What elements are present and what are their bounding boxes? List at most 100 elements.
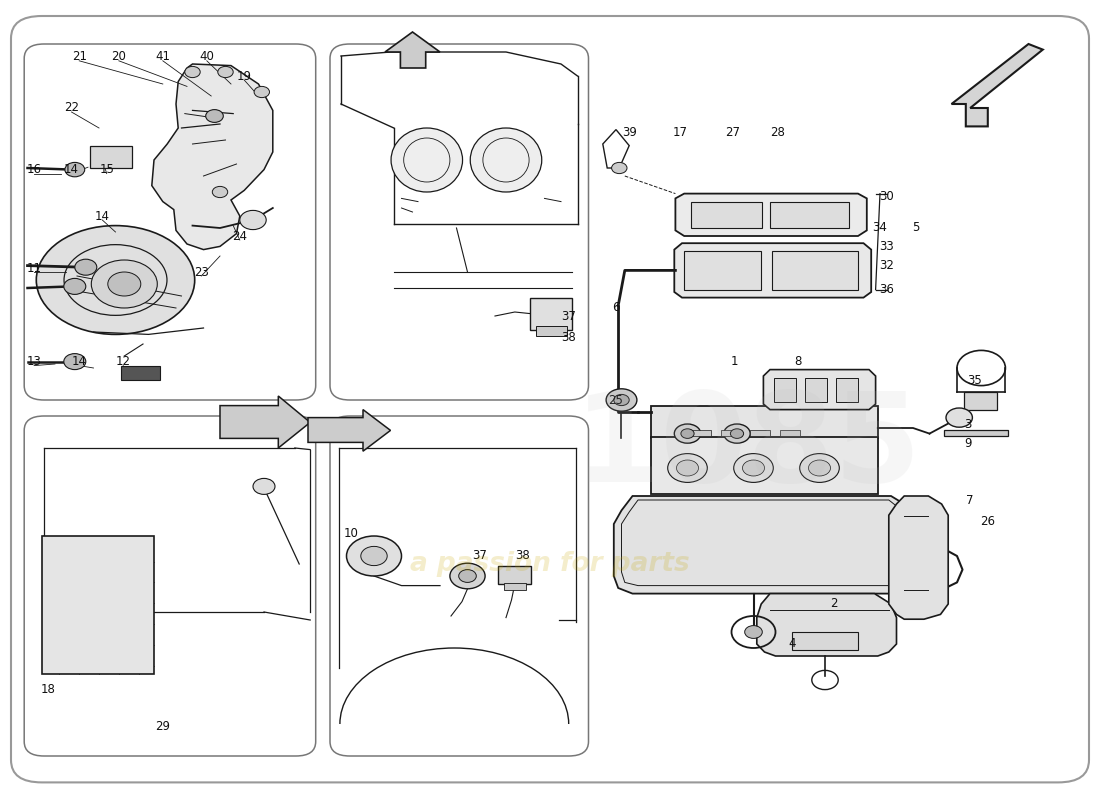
Text: 25: 25 <box>608 394 624 406</box>
Bar <box>944 430 1008 436</box>
Text: a passion for parts: a passion for parts <box>410 551 690 577</box>
Circle shape <box>206 110 223 122</box>
Circle shape <box>614 394 629 406</box>
Bar <box>792 632 858 650</box>
Text: 24: 24 <box>232 230 248 243</box>
Circle shape <box>724 424 750 443</box>
Ellipse shape <box>36 226 195 334</box>
Circle shape <box>75 259 97 275</box>
Circle shape <box>185 66 200 78</box>
Ellipse shape <box>471 128 541 192</box>
Text: 35: 35 <box>967 374 982 387</box>
Bar <box>780 430 800 436</box>
Text: 14: 14 <box>72 355 87 368</box>
Circle shape <box>674 424 701 443</box>
Circle shape <box>361 546 387 566</box>
Text: 40: 40 <box>199 50 214 62</box>
Text: 21: 21 <box>72 50 87 62</box>
Circle shape <box>218 66 233 78</box>
Bar <box>774 378 796 402</box>
Circle shape <box>742 460 764 476</box>
Text: 18: 18 <box>41 683 56 696</box>
Circle shape <box>65 162 85 177</box>
Text: 6: 6 <box>613 301 619 314</box>
Bar <box>770 202 849 228</box>
Text: 22: 22 <box>64 101 79 114</box>
Circle shape <box>800 454 839 482</box>
Polygon shape <box>308 410 390 451</box>
Text: 29: 29 <box>155 720 170 733</box>
Circle shape <box>606 389 637 411</box>
Bar <box>530 298 572 330</box>
Text: 37: 37 <box>561 310 576 322</box>
Circle shape <box>253 478 275 494</box>
Bar <box>121 366 160 380</box>
Text: 11: 11 <box>26 262 42 274</box>
Text: 2: 2 <box>830 597 837 610</box>
Circle shape <box>681 429 694 438</box>
Text: 13: 13 <box>26 355 42 368</box>
Bar <box>750 430 770 436</box>
Text: 15: 15 <box>99 163 114 176</box>
Text: 36: 36 <box>879 283 894 296</box>
Text: 34: 34 <box>872 221 888 234</box>
Bar <box>90 146 132 168</box>
Text: 38: 38 <box>515 549 530 562</box>
Text: 12: 12 <box>116 355 131 368</box>
Bar <box>964 392 997 410</box>
Bar <box>42 536 154 674</box>
Text: 27: 27 <box>725 126 740 139</box>
Polygon shape <box>675 194 867 236</box>
Bar <box>651 406 878 438</box>
Circle shape <box>612 162 627 174</box>
Bar <box>805 378 827 402</box>
Circle shape <box>108 272 141 296</box>
Text: 41: 41 <box>155 50 170 62</box>
Bar <box>684 251 761 290</box>
Bar <box>836 378 858 402</box>
Text: 39: 39 <box>621 126 637 139</box>
Text: 14: 14 <box>64 163 79 176</box>
Text: 7: 7 <box>967 494 974 507</box>
Text: 10: 10 <box>343 527 359 540</box>
Text: 23: 23 <box>194 266 209 278</box>
Polygon shape <box>674 243 871 298</box>
Circle shape <box>946 408 972 427</box>
Text: 28: 28 <box>770 126 785 139</box>
Text: 16: 16 <box>26 163 42 176</box>
Polygon shape <box>152 64 273 250</box>
Circle shape <box>91 260 157 308</box>
Text: 32: 32 <box>879 259 894 272</box>
Text: 30: 30 <box>879 190 894 203</box>
Bar <box>504 583 526 590</box>
Text: 20: 20 <box>111 50 126 62</box>
Circle shape <box>730 429 744 438</box>
Bar <box>691 202 762 228</box>
Circle shape <box>346 536 402 576</box>
Text: 3: 3 <box>965 418 971 430</box>
Circle shape <box>676 460 698 476</box>
Text: 1: 1 <box>732 355 738 368</box>
Text: 26: 26 <box>980 515 996 528</box>
Circle shape <box>450 563 485 589</box>
Text: 5: 5 <box>913 221 920 234</box>
Bar <box>651 437 878 494</box>
Circle shape <box>745 626 762 638</box>
Text: 33: 33 <box>879 240 894 253</box>
Bar <box>498 566 531 584</box>
Circle shape <box>240 210 266 230</box>
Polygon shape <box>763 370 876 410</box>
Circle shape <box>808 460 830 476</box>
Text: 8: 8 <box>794 355 801 368</box>
Bar <box>772 251 858 290</box>
Bar <box>691 430 711 436</box>
Text: 1085: 1085 <box>574 387 922 509</box>
Circle shape <box>212 186 228 198</box>
Polygon shape <box>614 496 926 594</box>
Polygon shape <box>889 496 948 619</box>
Text: 4: 4 <box>789 637 795 650</box>
Text: 37: 37 <box>472 549 487 562</box>
Circle shape <box>64 354 86 370</box>
Text: 17: 17 <box>672 126 688 139</box>
Polygon shape <box>385 32 440 68</box>
